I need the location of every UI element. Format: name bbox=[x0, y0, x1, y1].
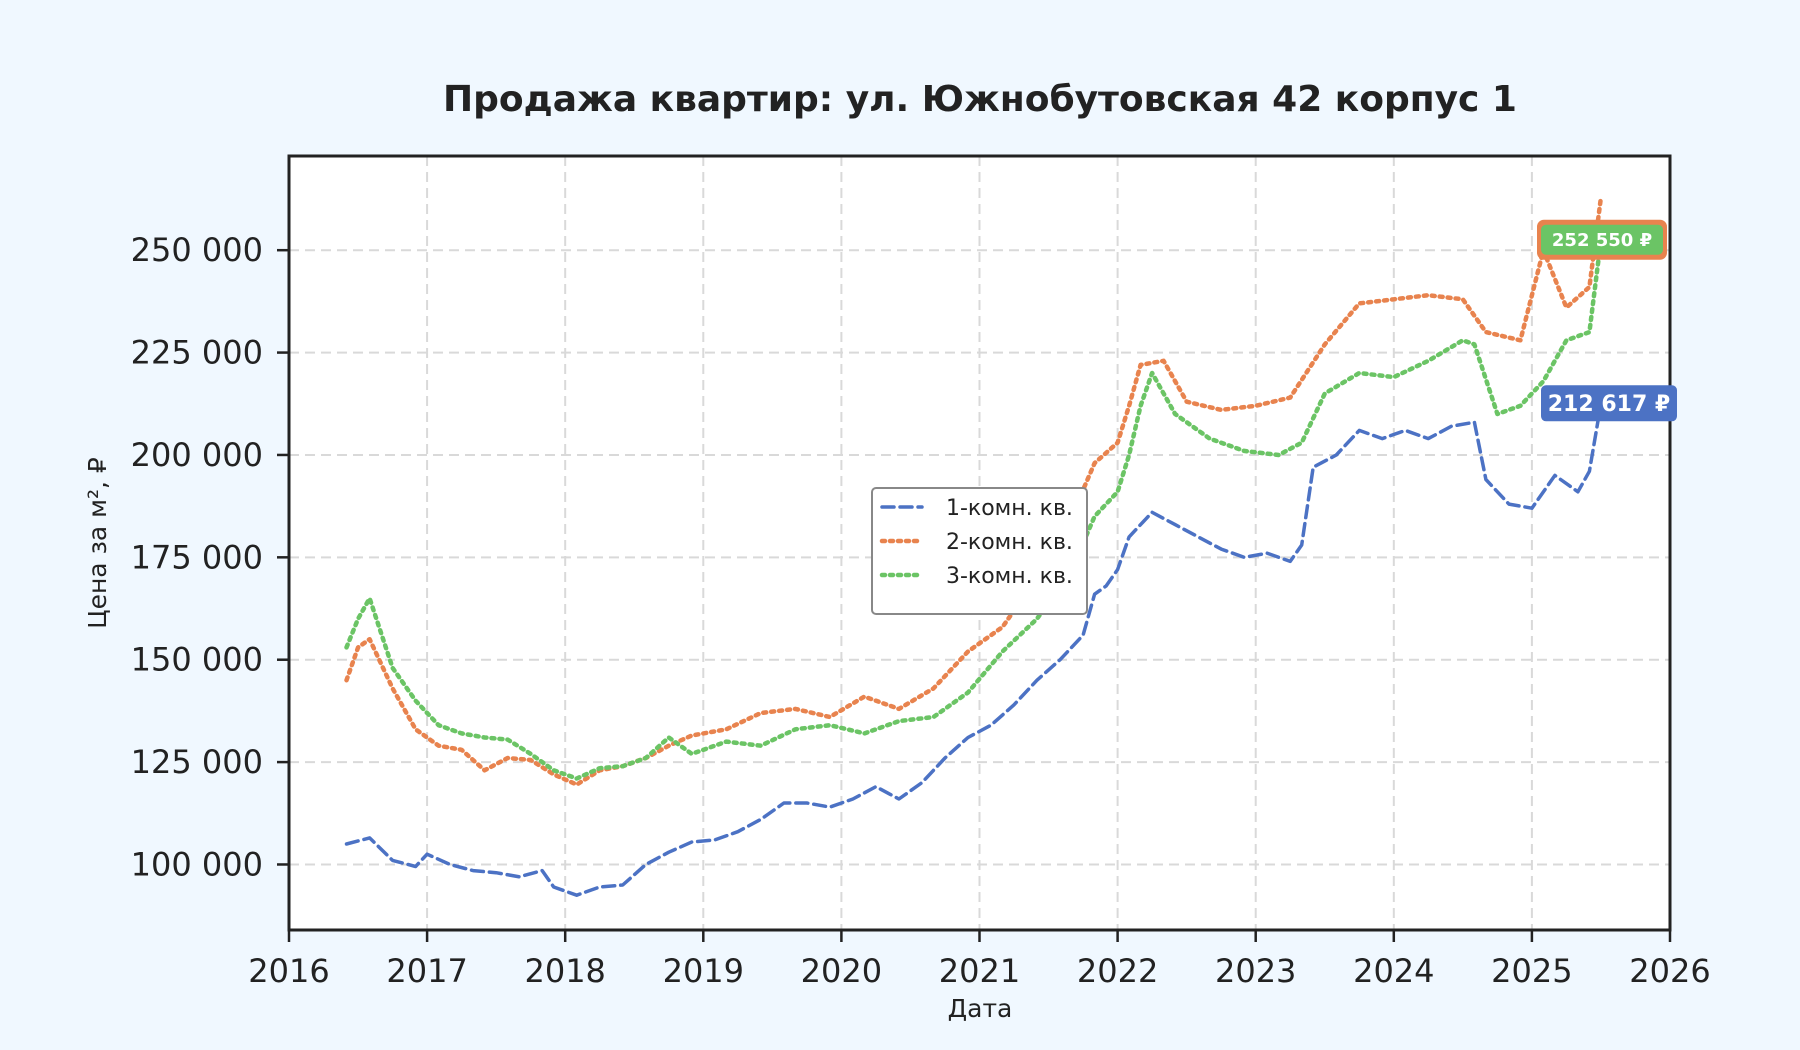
x-tick-label: 2019 bbox=[663, 952, 744, 990]
x-tick-label: 2018 bbox=[524, 952, 605, 990]
x-axis: 2016 2017 2018 2019 2020 2021 2022 2023 2024 2025… bbox=[248, 930, 1711, 990]
series-line-2 bbox=[344, 194, 1604, 787]
y-tick-label: 125 000 bbox=[131, 743, 263, 781]
legend-entry: 1-комн. кв. bbox=[946, 496, 1073, 521]
x-tick-label: 2021 bbox=[939, 952, 1020, 990]
y-tick-label: 150 000 bbox=[131, 641, 263, 679]
y-axis: 100 000 125 000 150 000 175 000 200 000 225 0… bbox=[131, 231, 289, 883]
x-tick-label: 2020 bbox=[801, 952, 882, 990]
y-tick-label: 175 000 bbox=[131, 538, 263, 576]
x-tick-label: 2023 bbox=[1215, 952, 1296, 990]
x-tick-label: 2026 bbox=[1629, 952, 1710, 990]
chart-title: Продажа квартир: ул. Южнобутовская 42 ко… bbox=[443, 79, 1517, 120]
end-label-background bbox=[1541, 224, 1663, 255]
x-tick-label: 2024 bbox=[1353, 952, 1434, 990]
end-label-background bbox=[1541, 385, 1677, 422]
x-tick-label: 2022 bbox=[1077, 952, 1158, 990]
end-label-1: 212 617 ₽ bbox=[1541, 385, 1677, 422]
end-label-value: 212 617 ₽ bbox=[1548, 392, 1670, 417]
end-label-3: 252 550 ₽ bbox=[1537, 219, 1667, 260]
legend-entry: 3-комн. кв. bbox=[946, 564, 1073, 589]
series-line-3 bbox=[344, 237, 1604, 781]
x-tick-label: 2016 bbox=[248, 952, 329, 990]
y-axis-title: Цена за м², ₽ bbox=[83, 457, 112, 629]
series-lines bbox=[344, 194, 1604, 897]
x-axis-title: Дата bbox=[948, 994, 1013, 1023]
x-tick-label: 2025 bbox=[1491, 952, 1572, 990]
y-tick-label: 100 000 bbox=[131, 845, 263, 883]
y-tick-label: 250 000 bbox=[131, 231, 263, 269]
legend: 1-комн. кв. 2-комн. кв. 3-комн. кв. bbox=[871, 487, 1088, 615]
legend-box bbox=[871, 487, 1088, 615]
y-tick-label: 225 000 bbox=[131, 334, 263, 372]
end-labels: 212 617 ₽ 252 550 ₽ bbox=[1537, 219, 1677, 422]
legend-entry: 2-комн. кв. bbox=[946, 530, 1073, 555]
x-tick-label: 2017 bbox=[386, 952, 467, 990]
series-line-1 bbox=[344, 401, 1603, 897]
end-label-value: 252 550 ₽ bbox=[1552, 230, 1652, 251]
y-tick-label: 200 000 bbox=[131, 436, 263, 474]
